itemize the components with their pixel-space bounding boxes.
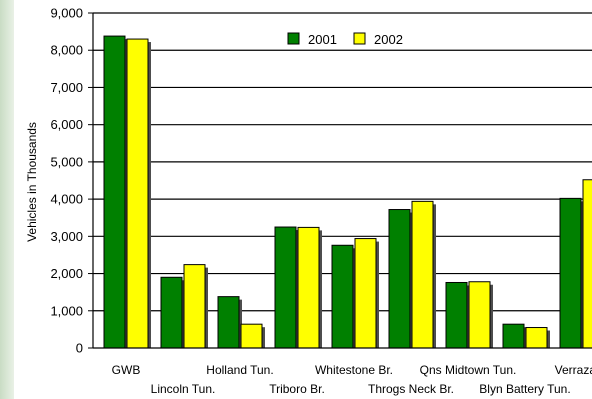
legend-label-2001: 2001 <box>308 32 337 47</box>
bar-2002-throgs-neck-br- <box>411 200 434 349</box>
bar-2002-holland-tun- <box>240 323 263 349</box>
bars <box>103 35 592 349</box>
y-tick-label: 0 <box>76 341 83 356</box>
y-tick-label: 1,000 <box>50 303 83 318</box>
legend-swatch-2002 <box>353 32 366 45</box>
bar-2001-lincoln-tun- <box>160 276 183 349</box>
legend-swatch-2001 <box>287 32 300 45</box>
bar-2001-whitestone-br- <box>331 244 354 349</box>
y-tick-label: 5,000 <box>50 154 83 169</box>
bar-2001-triboro-br- <box>274 226 297 349</box>
bar-2002-gwb <box>126 38 149 349</box>
category-label: Verrazano <box>555 363 592 377</box>
category-label: Qns Midtown Tun. <box>420 363 517 377</box>
legend-label-2002: 2002 <box>374 32 403 47</box>
y-tick-label: 7,000 <box>50 80 83 95</box>
y-tick-label: 4,000 <box>50 192 83 207</box>
bar-2001-throgs-neck-br- <box>388 209 411 349</box>
category-labels: GWB Lincoln Tun. Holland Tun. Triboro Br. Wh… <box>112 363 592 396</box>
y-tick-label: 3,000 <box>50 229 83 244</box>
bar-2001-qns-midtown-tun- <box>445 281 468 349</box>
bar-2002-whitestone-br- <box>354 238 377 349</box>
bar-2001-gwb <box>103 35 126 349</box>
category-label: Whitestone Br. <box>315 363 393 377</box>
y-tick-label: 9,000 <box>50 6 83 21</box>
category-label: Throgs Neck Br. <box>368 382 454 396</box>
category-label: Triboro Br. <box>269 382 325 396</box>
category-label: GWB <box>112 363 141 377</box>
axes <box>92 13 592 349</box>
legend: 2001 2002 <box>287 32 403 47</box>
category-label: Lincoln Tun. <box>151 382 216 396</box>
bar-2001-verrazano <box>559 197 582 349</box>
category-label: Blyn Battery Tun. <box>479 382 570 396</box>
background-band <box>0 0 14 399</box>
bar-2001-holland-tun- <box>217 296 240 349</box>
y-tick-labels: 0 1,000 2,000 3,000 4,000 5,000 6,000 7,000 8,00… <box>50 6 83 356</box>
bar-2002-blyn-battery-tun- <box>525 327 548 349</box>
bar-2001-blyn-battery-tun- <box>502 323 525 349</box>
bar-2002-triboro-br- <box>297 226 320 349</box>
y-axis-title: Vehicles in Thousands <box>25 122 39 242</box>
bar-2002-lincoln-tun- <box>183 264 206 349</box>
y-tick-label: 2,000 <box>50 266 83 281</box>
y-tick-label: 8,000 <box>50 43 83 58</box>
bar-2002-qns-midtown-tun- <box>468 281 491 349</box>
bar-2002-verrazano <box>582 179 592 349</box>
category-label: Holland Tun. <box>206 363 273 377</box>
y-tick-label: 6,000 <box>50 117 83 132</box>
